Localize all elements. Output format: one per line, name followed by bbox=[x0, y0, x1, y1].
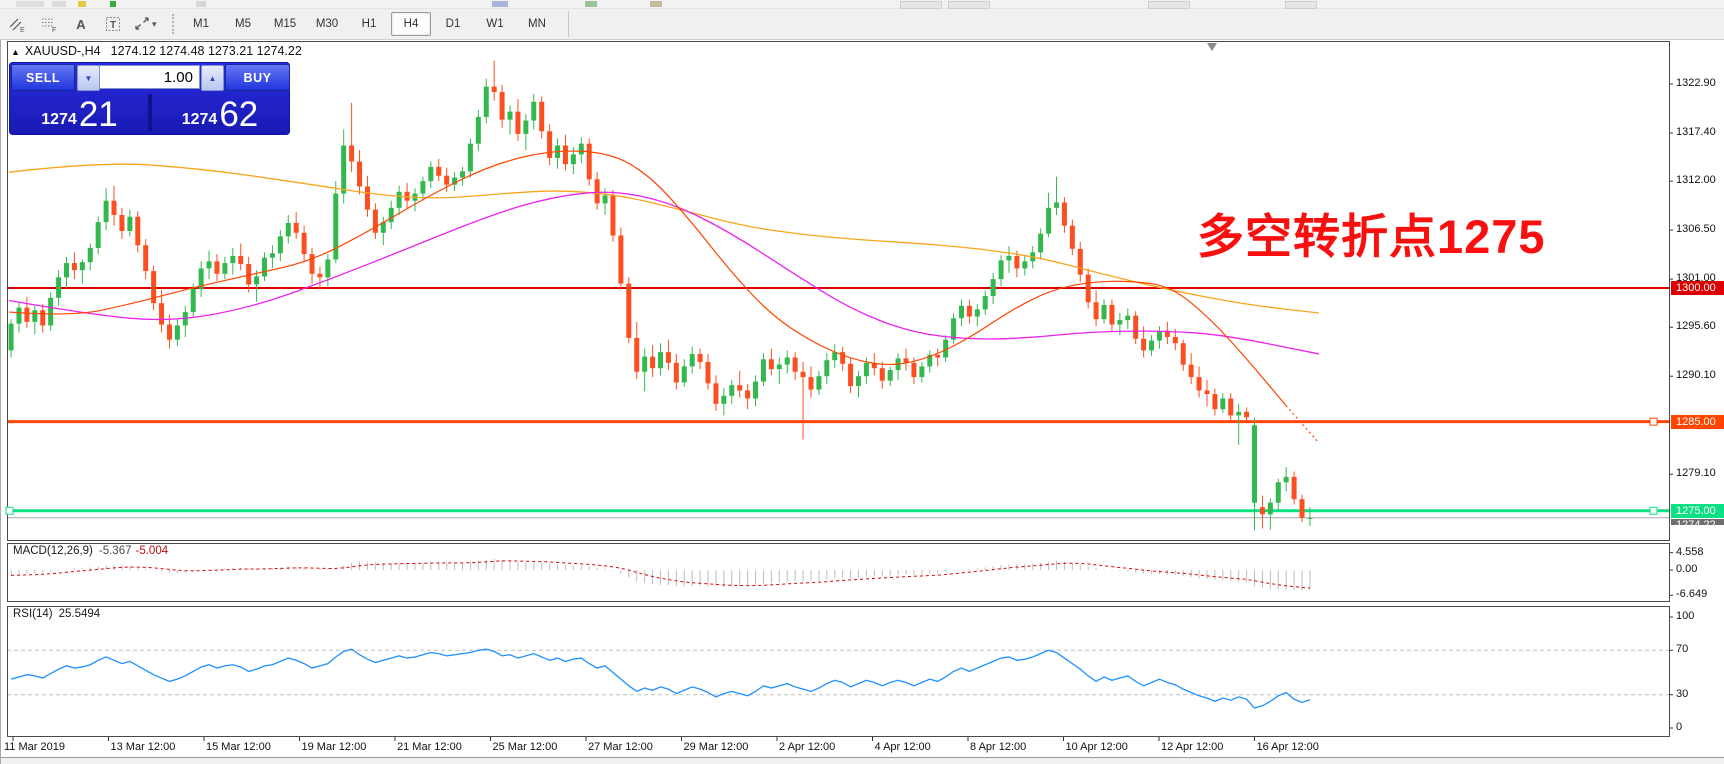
toolbar: E F A T ▾ M1 M5 M15 M30 H1 H4 D1 W1 bbox=[0, 9, 1724, 40]
panel-border bbox=[7, 606, 1670, 737]
svg-text:E: E bbox=[20, 27, 25, 33]
collapse-arrow-icon[interactable]: ▲ bbox=[11, 47, 20, 57]
rsi-scale-label: 100 bbox=[1676, 610, 1695, 622]
price-axis-label: 1306.50 bbox=[1676, 223, 1716, 236]
time-axis-label: 19 Mar 12:00 bbox=[301, 741, 367, 753]
time-axis-label: 8 Apr 12:00 bbox=[970, 741, 1027, 753]
macd-scale-label: -6.649 bbox=[1676, 588, 1708, 601]
price-axis-label: 1295.60 bbox=[1676, 320, 1716, 333]
timeframe-button-M5[interactable]: M5 bbox=[235, 18, 251, 30]
text-label-icon[interactable]: A bbox=[66, 12, 96, 36]
timeframe-button-M15[interactable]: M15 bbox=[273, 18, 297, 30]
time-axis-label: 10 Apr 12:00 bbox=[1065, 741, 1128, 753]
line-handle[interactable] bbox=[1649, 506, 1658, 515]
line-handle[interactable] bbox=[5, 506, 14, 515]
time-axis-label: 2 Apr 12:00 bbox=[779, 741, 836, 753]
price-axis-label: 1279.10 bbox=[1676, 467, 1716, 480]
buy-button[interactable]: BUY bbox=[225, 64, 290, 91]
timeframe-button-D1[interactable]: D1 bbox=[445, 18, 461, 30]
price-axis-label: 1322.90 bbox=[1676, 77, 1716, 89]
ma-line-slow-ma-orange bbox=[8, 163, 1320, 314]
volume-decrease-button[interactable]: ▼ bbox=[77, 65, 100, 91]
time-axis-label: 13 Mar 12:00 bbox=[110, 741, 176, 753]
candlestick-series bbox=[8, 60, 1313, 531]
chart-window: ▲ XAUUSD-,H4 1274.12 1274.48 1273.21 1274.… bbox=[0, 40, 1724, 764]
volume-input[interactable] bbox=[99, 65, 200, 89]
timeframe-button-MN[interactable]: MN bbox=[528, 18, 546, 30]
price-line-label: 1285.00 bbox=[1671, 414, 1724, 429]
fibonacci-icon[interactable]: F bbox=[34, 12, 64, 36]
toolbar-separator bbox=[568, 11, 569, 37]
macd-histogram bbox=[10, 558, 1311, 591]
chart-shift-marker[interactable] bbox=[1207, 43, 1217, 51]
rsi-scale-label: 70 bbox=[1676, 643, 1689, 656]
svg-text:A: A bbox=[76, 17, 86, 32]
time-axis-label: 15 Mar 12:00 bbox=[206, 741, 271, 753]
price-axis-label: 1317.40 bbox=[1676, 125, 1716, 138]
sell-button[interactable]: SELL bbox=[11, 64, 75, 91]
ma-line-mid-ma-magenta bbox=[8, 191, 1320, 355]
ma-line-fast-ma-red-projection bbox=[1285, 405, 1320, 444]
volume-increase-button[interactable]: ▲ bbox=[201, 65, 224, 91]
timeframe-button-M30[interactable]: M30 bbox=[315, 18, 339, 30]
arrow-tools-icon[interactable] bbox=[130, 12, 154, 36]
triangle-up-icon: ▲ bbox=[208, 73, 217, 83]
horizontal-scrollbar[interactable] bbox=[1, 757, 1724, 764]
time-axis-label: 27 Mar 12:00 bbox=[588, 741, 653, 753]
price-line-label: 1275.00 bbox=[1671, 503, 1724, 518]
sell-price[interactable]: 1274 21 bbox=[41, 95, 118, 135]
equidistant-channel-icon[interactable]: E bbox=[2, 12, 32, 36]
annotation-text: 多空转折点1275 bbox=[1197, 210, 1546, 263]
ohlc-values: 1274.12 1274.48 1273.21 1274.22 bbox=[110, 44, 302, 58]
timeframe-button-H1[interactable]: H1 bbox=[361, 18, 377, 30]
rsi-indicator-label: RSI(14) 25.5494 bbox=[13, 608, 101, 620]
rsi-line bbox=[10, 648, 1311, 709]
toolbar-row-clipped bbox=[0, 0, 1724, 9]
timeframe-button-W1[interactable]: W1 bbox=[486, 18, 504, 30]
time-axis-label: 11 Mar 2019 bbox=[4, 741, 65, 753]
time-axis-label: 25 Mar 12:00 bbox=[492, 741, 558, 753]
macd-signal-line bbox=[11, 560, 1310, 589]
timeframe-group: M1 M5 M15 M30 H1 H4 D1 W1 MN bbox=[180, 12, 558, 36]
macd-scale-label: 4.558 bbox=[1676, 545, 1704, 558]
chevron-down-icon[interactable]: ▾ bbox=[152, 18, 157, 29]
time-axis-label: 16 Apr 12:00 bbox=[1256, 741, 1319, 753]
buy-price[interactable]: 1274 62 bbox=[181, 95, 259, 135]
time-axis-label: 12 Apr 12:00 bbox=[1161, 741, 1224, 753]
time-axis-label: 4 Apr 12:00 bbox=[874, 741, 931, 753]
svg-text:F: F bbox=[52, 27, 56, 33]
time-axis-label: 21 Mar 12:00 bbox=[397, 741, 462, 753]
macd-scale-label: 0.00 bbox=[1676, 563, 1698, 575]
rsi-scale-label: 30 bbox=[1676, 687, 1689, 700]
price-divider bbox=[148, 94, 152, 131]
chart-plot-area[interactable] bbox=[1, 40, 1724, 764]
price-line-label: 1300.00 bbox=[1671, 281, 1724, 296]
price-axis-label: 1312.00 bbox=[1676, 174, 1716, 187]
rsi-scale-label: 0 bbox=[1676, 721, 1683, 733]
bid-price-label: 1274.22 bbox=[1671, 518, 1724, 525]
panel-border bbox=[7, 41, 1670, 541]
macd-indicator-label: MACD(12,26,9) -5.367 -5.004 bbox=[13, 545, 169, 557]
timeframe-button-H4[interactable]: H4 bbox=[391, 12, 431, 36]
timeframe-button-M1[interactable]: M1 bbox=[193, 18, 209, 30]
price-axis-label: 1290.10 bbox=[1676, 369, 1716, 382]
time-axis-label: 29 Mar 12:00 bbox=[683, 741, 749, 753]
panel-border bbox=[7, 543, 1670, 602]
ma-line-fast-ma-red bbox=[8, 150, 1287, 406]
line-handle[interactable] bbox=[1649, 417, 1658, 426]
chart-title: ▲ XAUUSD-,H4 1274.12 1274.48 1273.21 1274.… bbox=[11, 44, 302, 58]
svg-text:T: T bbox=[110, 20, 116, 31]
toolbar-grip[interactable] bbox=[172, 14, 174, 34]
symbol-label: XAUUSD-,H4 bbox=[24, 44, 101, 58]
text-box-icon[interactable]: T bbox=[98, 12, 128, 36]
triangle-down-icon: ▼ bbox=[84, 73, 93, 83]
